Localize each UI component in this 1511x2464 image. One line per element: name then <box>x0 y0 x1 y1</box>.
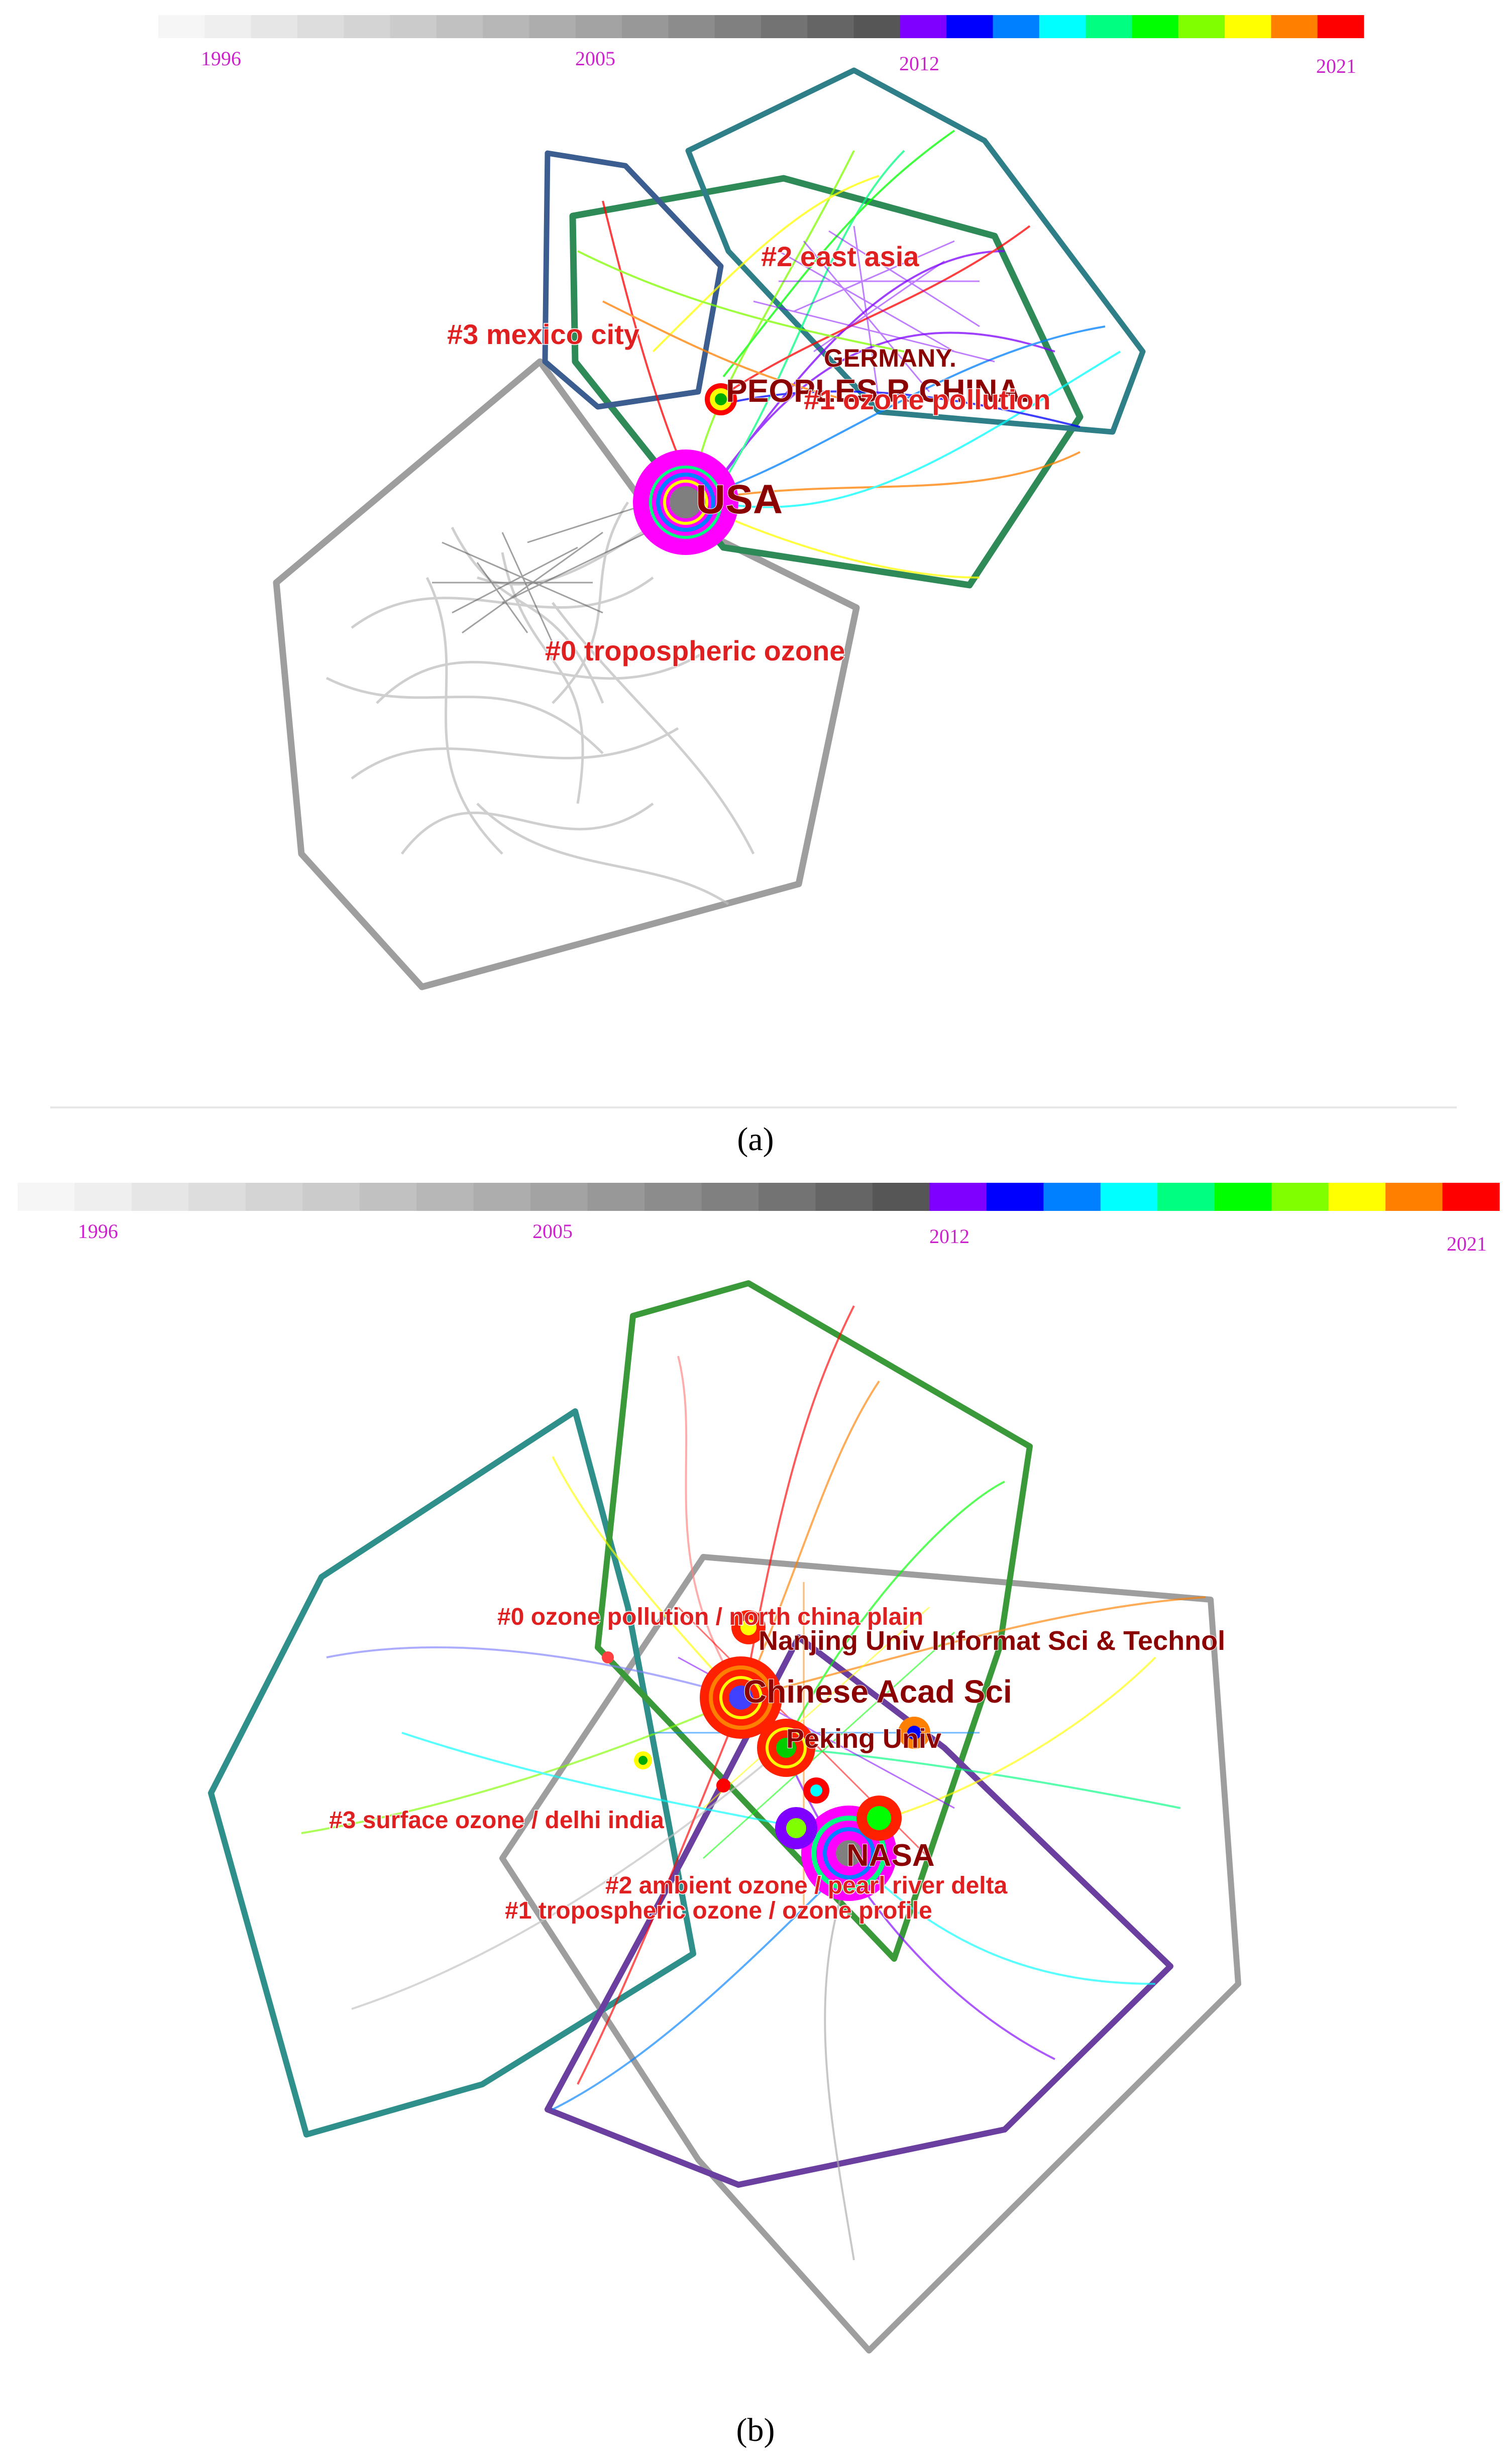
legend-swatch <box>759 1183 816 1211</box>
legend-swatch <box>1328 1183 1386 1211</box>
legend-swatch <box>473 1183 531 1211</box>
legend-swatch <box>900 15 947 38</box>
node-label-nuist-b: Nanjing Univ Informat Sci & Technol <box>759 1626 1225 1656</box>
legend-swatch <box>644 1183 702 1211</box>
caption-b: (b) <box>736 2412 775 2448</box>
cluster-label-0-a: #0 tropospheric ozone <box>545 635 845 666</box>
legend-swatch <box>815 1183 873 1211</box>
legend-swatch <box>1086 15 1132 38</box>
legend-year-label: 1996 <box>201 47 241 70</box>
legend-swatch <box>158 15 205 38</box>
node-label-peking-b: Peking Univ <box>786 1724 941 1754</box>
legend-swatch <box>1178 15 1225 38</box>
legend-swatch <box>1043 1183 1101 1211</box>
panel-a: 1996 2005 2012 2021 <box>50 15 1457 1158</box>
legend-swatch <box>622 15 669 38</box>
legend-swatch <box>986 1183 1044 1211</box>
caption-a: (a) <box>737 1121 774 1158</box>
cluster-label-1-b: #1 tropospheric ozone / ozone profile <box>505 1897 932 1924</box>
legend-swatch <box>188 1183 246 1211</box>
legend-swatch <box>946 15 993 38</box>
node-label-germany-a: GERMANY. <box>824 344 956 372</box>
cluster-hull-1-a <box>569 175 1084 589</box>
cluster-label-2-b: #2 ambient ozone / pearl river delta <box>605 1872 1008 1899</box>
legend-year-label: 2021 <box>1447 1233 1487 1255</box>
year-legend-b: 1996 2005 2012 2021 <box>18 1183 1500 1255</box>
legend-swatch <box>297 15 344 38</box>
node-usa-a <box>633 450 738 555</box>
legend-swatch <box>416 1183 474 1211</box>
legend-swatch <box>587 1183 645 1211</box>
cluster-hull-3-a <box>542 150 724 410</box>
cluster-label-3-a: #3 mexico city <box>447 318 639 350</box>
legend-swatch <box>251 15 298 38</box>
legend-swatch <box>131 1183 189 1211</box>
legend-swatch <box>1442 1183 1500 1211</box>
legend-swatch <box>929 1183 987 1211</box>
node-nuist-b <box>731 1610 766 1644</box>
legend-swatch <box>245 1183 303 1211</box>
panel-b: 1996 2005 2012 2021 <box>18 1183 1500 2448</box>
cluster-hull-0-b <box>595 1280 1033 1962</box>
legend-year-label: 2005 <box>575 47 615 70</box>
legend-swatch <box>1271 1183 1329 1211</box>
legend-year-label: 2012 <box>899 52 939 75</box>
node-label-usa-a: USA <box>696 477 783 522</box>
node-label-cas-b: Chinese Acad Sci <box>743 1673 1012 1710</box>
legend-swatch <box>1132 15 1179 38</box>
legend-swatch <box>761 15 808 38</box>
node-secondary-b <box>602 1651 930 1849</box>
legend-year-label: 2012 <box>929 1225 969 1248</box>
node-peking-b <box>757 1719 815 1777</box>
purple-dense-a <box>753 226 995 402</box>
legend-swatch <box>359 1183 417 1211</box>
legend-swatch <box>993 15 1040 38</box>
node-cas-b <box>700 1656 782 1739</box>
legend-swatch <box>1214 1183 1272 1211</box>
cluster-label-0-b: #0 ozone pollution / north china plain <box>497 1604 923 1630</box>
legend-swatch <box>74 1183 132 1211</box>
legend-swatch <box>1225 15 1271 38</box>
legend-year-label: 1996 <box>78 1220 118 1243</box>
legend-swatch <box>853 15 901 38</box>
legend-year-label: 2005 <box>532 1220 573 1243</box>
legend-swatch <box>575 15 622 38</box>
cluster-hull-2-a <box>685 67 1146 435</box>
legend-swatch <box>1157 1183 1215 1211</box>
node-label-nasa-b: NASA <box>846 1838 935 1873</box>
legend-year-label: 2021 <box>1316 55 1356 77</box>
node-label-china-a: PEOPLES R CHINA. <box>726 373 1030 409</box>
cluster-label-2-a: #2 east asia <box>761 241 919 272</box>
legend-swatch <box>344 15 390 38</box>
legend-swatch <box>390 15 437 38</box>
cluster-hull-1-b <box>499 1554 1241 2354</box>
legend-swatch <box>483 15 529 38</box>
legend-swatch <box>1317 15 1364 38</box>
legend-swatch <box>668 15 715 38</box>
legend-swatch <box>1385 1183 1443 1211</box>
legend-swatch <box>204 15 252 38</box>
cluster-label-1-a: #1 ozone pollution <box>804 384 1051 415</box>
legend-swatch <box>18 1183 75 1211</box>
legend-swatch <box>1039 15 1086 38</box>
legend-swatch <box>302 1183 360 1211</box>
legend-swatch <box>807 15 854 38</box>
legend-swatch <box>1100 1183 1158 1211</box>
year-legend-a: 1996 2005 2012 2021 <box>158 15 1364 77</box>
legend-swatch <box>530 1183 588 1211</box>
legend-swatch <box>529 15 576 38</box>
legend-swatch <box>701 1183 759 1211</box>
cluster-label-3-b: #3 surface ozone / delhi india <box>329 1807 664 1834</box>
cluster-hull-3-b <box>208 1408 696 2138</box>
legend-swatch <box>436 15 483 38</box>
legend-swatch <box>714 15 762 38</box>
legend-swatch <box>1271 15 1318 38</box>
node-china-a <box>705 383 737 415</box>
legend-swatch <box>872 1183 930 1211</box>
